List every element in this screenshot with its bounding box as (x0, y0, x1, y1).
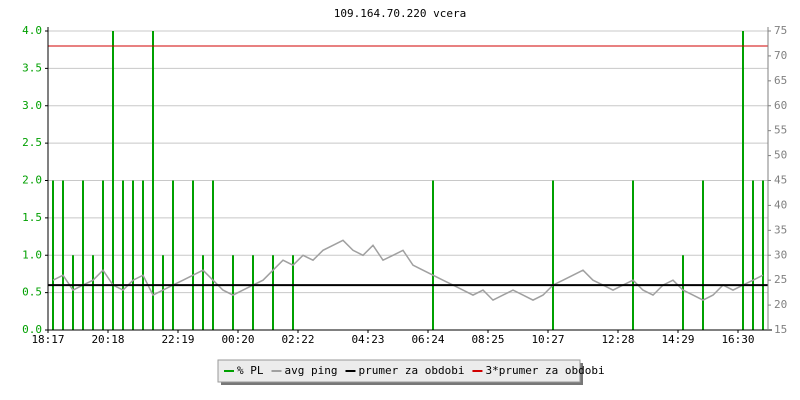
x-tick-label: 02:22 (281, 333, 314, 346)
x-tick-label: 04:23 (351, 333, 384, 346)
x-tick-label: 14:29 (661, 333, 694, 346)
y2-tick-label: 40 (774, 198, 787, 211)
legend-box (217, 359, 581, 383)
x-tick-label: 22:19 (161, 333, 194, 346)
y2-tick-label: 35 (774, 223, 787, 236)
legend-label: % PL (237, 364, 264, 377)
y2-tick-label: 15 (774, 323, 787, 336)
y2-tick-label: 55 (774, 124, 787, 137)
y-tick-label: 1.5 (22, 211, 42, 224)
y-tick-label: 3.0 (22, 99, 42, 112)
y2-tick-label: 70 (774, 49, 787, 62)
y-tick-label: 3.5 (22, 61, 42, 74)
y-tick-label: 0.5 (22, 286, 42, 299)
y2-tick-label: 20 (774, 298, 787, 311)
x-tick-label: 10:27 (531, 333, 564, 346)
y-tick-label: 0.0 (22, 323, 42, 336)
legend-label: avg ping (285, 364, 338, 377)
y-tick-label: 4.0 (22, 24, 42, 37)
legend: % PL avg ping prumer za obdobi 3*prumer za … (217, 359, 605, 385)
y2-tick-label: 50 (774, 149, 787, 162)
y2-tick-label: 60 (774, 99, 787, 112)
y2-tick-label: 30 (774, 248, 787, 261)
y2-tick-label: 25 (774, 273, 787, 286)
x-tick-label: 00:20 (221, 333, 254, 346)
y-tick-label: 2.5 (22, 136, 42, 149)
x-tick-label: 12:28 (601, 333, 634, 346)
x-tick-label: 20:18 (91, 333, 124, 346)
chart-title: 109.164.70.220 vcera (334, 7, 466, 20)
y-tick-label: 2.0 (22, 174, 42, 187)
y2-tick-label: 75 (774, 24, 787, 37)
y-tick-label: 1.0 (22, 248, 42, 261)
x-tick-label: 08:25 (471, 333, 504, 346)
x-tick-label: 18:17 (31, 333, 64, 346)
y2-tick-label: 45 (774, 174, 787, 187)
legend-label: prumer za obdobi (358, 364, 464, 377)
x-tick-label: 06:24 (411, 333, 444, 346)
x-tick-label: 16:30 (721, 333, 754, 346)
y2-tick-label: 65 (774, 74, 787, 87)
legend-label: 3*prumer za obdobi (485, 364, 604, 377)
